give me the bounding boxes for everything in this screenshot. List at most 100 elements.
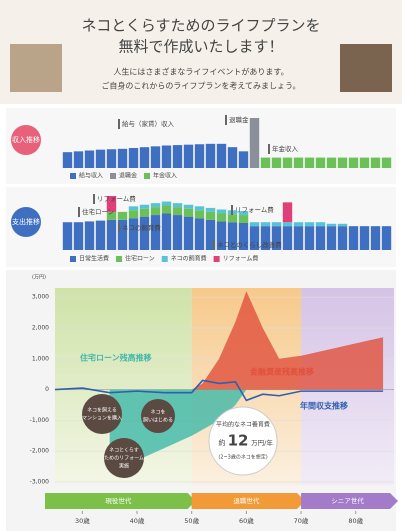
bar-segment — [151, 203, 160, 207]
bar-segment — [360, 158, 369, 168]
bar-segment — [63, 152, 72, 168]
annotation-bg — [93, 194, 95, 204]
bar-segment — [140, 205, 149, 209]
bar-segment — [283, 222, 292, 226]
bar-segment — [283, 158, 292, 168]
cost-pre: 約 — [219, 438, 226, 447]
bar-segment — [74, 151, 83, 168]
y-tick-label: -3,000 — [30, 478, 50, 485]
series-label: 金融資産残高推移 — [249, 367, 314, 377]
badge-label: 支出推移 — [12, 217, 40, 226]
generation-label: シニア世代 — [331, 496, 364, 505]
bar-segment — [239, 151, 248, 168]
bar-segment — [184, 209, 193, 217]
annotation: 住宅ローン — [82, 207, 114, 216]
annotation: リフォーム費 — [235, 205, 274, 214]
generation-label: 現役世代 — [105, 496, 132, 505]
bar-segment — [327, 226, 336, 250]
bar-segment — [195, 144, 204, 168]
cost-value: 12 — [228, 432, 249, 450]
x-tick-label: 30歳 — [75, 516, 90, 525]
cost-unit: 万円/年 — [251, 438, 273, 447]
event-label: マンションを購入 — [82, 415, 122, 422]
bar-segment — [228, 214, 237, 222]
bar-segment — [173, 145, 182, 168]
subtitle: ご自身のこれからのライフプランを考えてみましょう。 — [101, 81, 300, 91]
bar-segment — [283, 202, 292, 222]
bar-segment — [129, 206, 138, 210]
bar-segment — [195, 218, 204, 250]
bar-segment — [371, 226, 380, 250]
bar-segment — [272, 222, 281, 226]
cost-note: (2~3歳のネコを想定) — [218, 454, 267, 461]
bar-segment — [250, 118, 259, 168]
bar-segment — [316, 158, 325, 168]
legend-swatch — [70, 256, 76, 262]
bar-segment — [327, 224, 336, 226]
bar-segment — [261, 158, 270, 168]
annotation: 年金収入 — [272, 144, 299, 153]
bar-segment — [261, 222, 270, 226]
bar-segment — [140, 217, 149, 250]
bar-segment — [349, 226, 358, 250]
bar-segment — [129, 218, 138, 250]
bar-segment — [217, 210, 226, 214]
legend-swatch — [214, 256, 220, 262]
bar-segment — [107, 220, 116, 250]
y-tick-label: 0 — [45, 386, 49, 393]
bar-segment — [382, 158, 391, 168]
legend-swatch — [162, 256, 168, 262]
legend-swatch — [110, 173, 116, 179]
bar-segment — [338, 224, 347, 226]
legend-label: 退職金 — [119, 172, 137, 180]
y-tick-label: -2,000 — [30, 448, 50, 455]
event-bubble — [82, 394, 122, 434]
bar-segment — [305, 222, 314, 226]
bar-segment — [239, 215, 248, 223]
bar-segment — [250, 222, 259, 226]
bar-segment — [85, 151, 94, 169]
bar-segment — [294, 226, 303, 250]
legend-swatch — [144, 173, 150, 179]
annotation: 給与（家賃）収入 — [122, 119, 175, 128]
bar-segment — [184, 145, 193, 168]
x-tick-label: 70歳 — [294, 516, 309, 525]
generation-label: 退職世代 — [233, 496, 260, 505]
annotation-bg — [268, 144, 270, 154]
legend-label: 日常生活費 — [79, 255, 109, 263]
bar-segment — [162, 146, 171, 169]
bar-segment — [217, 144, 226, 168]
annotation-bg — [225, 115, 227, 125]
page: ネコとくらすためのライフプランを 無料で作成いたします！ 人生にはさまざまなライ… — [0, 0, 402, 531]
bar-segment — [217, 213, 226, 221]
legend-label: リフォーム費 — [223, 255, 259, 263]
bar-segment — [206, 144, 215, 168]
bar-segment — [162, 206, 171, 214]
series-label: 年間収支推移 — [300, 401, 348, 411]
annotation-bg — [118, 223, 120, 233]
event-label: ネコを — [151, 409, 166, 416]
bar-segment — [151, 146, 160, 168]
bar-segment — [349, 158, 358, 168]
bar-segment — [129, 148, 138, 168]
bar-segment — [206, 208, 215, 212]
bar-segment — [184, 217, 193, 250]
bar-segment — [118, 212, 127, 220]
bar-segment — [283, 226, 292, 250]
bar-segment — [74, 222, 83, 250]
bar-segment — [140, 209, 149, 217]
legend-label: 住宅ローン — [125, 255, 155, 263]
annotation: ネコの飼育費 — [122, 223, 161, 232]
event-bubble — [141, 399, 175, 433]
bar-segment — [96, 221, 105, 250]
annotation-bg — [78, 207, 80, 217]
bar-segment — [316, 222, 325, 226]
bar-segment — [206, 212, 215, 220]
event-label: 実施 — [119, 463, 129, 470]
event-label: 飼いはじめる — [143, 417, 173, 424]
event-label: ためのリフォーム — [104, 456, 144, 462]
bar-segment — [338, 158, 347, 168]
bar-segment — [195, 210, 204, 218]
y-tick-label: 3,000 — [32, 294, 49, 301]
legend-label: 年金収入 — [153, 172, 177, 180]
